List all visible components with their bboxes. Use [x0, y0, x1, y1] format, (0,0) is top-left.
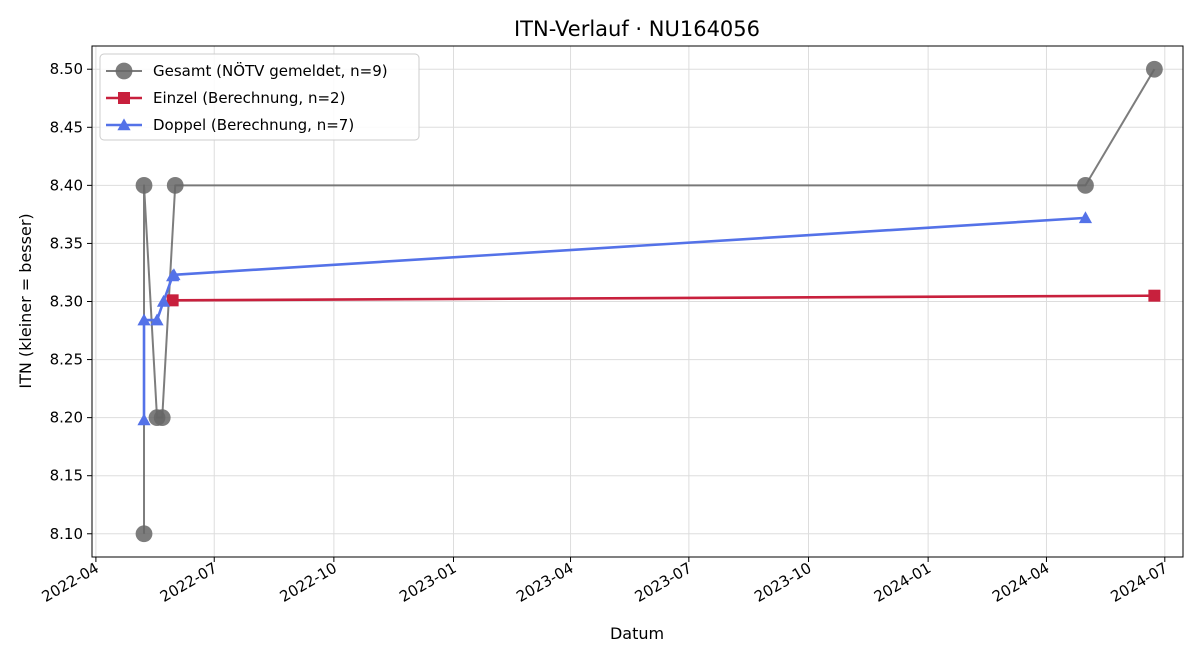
data-point-marker — [1077, 176, 1094, 194]
legend-swatch-marker — [117, 118, 131, 131]
chart-title: ITN-Verlauf · NU164056 — [514, 17, 760, 41]
data-point-marker — [156, 294, 171, 307]
y-tick-label: 8.10 — [50, 525, 83, 543]
legend-box — [99, 53, 420, 141]
legend-item: Doppel (Berechnung, n=7) — [106, 116, 354, 134]
legend-label: Einzel (Berechnung, n=2) — [153, 89, 345, 107]
data-point-marker — [135, 176, 153, 194]
legend-swatch-marker — [115, 62, 133, 80]
data-point-marker — [137, 413, 151, 426]
y-axis-label: ITN (kleiner = besser) — [16, 213, 35, 388]
y-tick-label: 8.50 — [50, 60, 83, 78]
data-point-marker — [137, 313, 151, 326]
series-0 — [135, 60, 1163, 543]
data-point-marker — [166, 176, 184, 194]
data-point-marker — [1145, 60, 1163, 78]
y-tick-label: 8.45 — [50, 118, 83, 136]
series-line — [172, 294, 1155, 302]
data-point-marker — [150, 313, 164, 326]
data-point-marker — [135, 525, 153, 543]
legend-label: Doppel (Berechnung, n=7) — [153, 116, 354, 134]
series-layer — [135, 60, 1163, 543]
y-tick-label: 8.30 — [50, 293, 83, 311]
legend-label: Gesamt (NÖTV gemeldet, n=9) — [153, 61, 388, 80]
y-tick-label: 8.15 — [50, 467, 83, 485]
y-tick-label: 8.35 — [50, 234, 83, 252]
y-tick-label: 8.20 — [50, 409, 83, 427]
legend: Gesamt (NÖTV gemeldet, n=9) Einzel (Berec… — [99, 53, 420, 141]
x-axis-label: Datum — [610, 624, 664, 643]
y-tick-label: 8.25 — [50, 351, 83, 369]
data-point-marker — [167, 268, 181, 281]
data-point-marker — [1078, 211, 1093, 224]
data-point-marker — [1148, 289, 1161, 302]
data-point-marker — [166, 294, 179, 307]
data-point-marker — [153, 409, 171, 427]
legend-item: Gesamt (NÖTV gemeldet, n=9) — [106, 61, 388, 80]
y-tick-label: 8.40 — [50, 176, 83, 194]
series-2 — [137, 211, 1093, 426]
legend-swatch-marker — [118, 92, 130, 104]
legend-item: Einzel (Berechnung, n=2) — [106, 89, 345, 107]
series-1 — [166, 289, 1161, 307]
